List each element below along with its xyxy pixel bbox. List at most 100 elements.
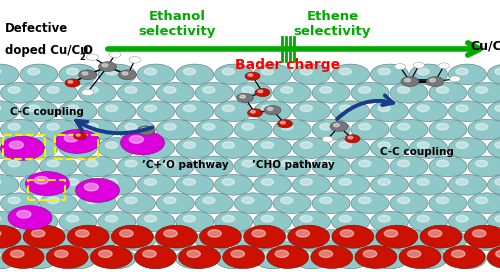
Circle shape [324, 137, 328, 139]
Circle shape [125, 160, 137, 167]
Circle shape [456, 215, 468, 222]
Circle shape [86, 197, 98, 204]
Circle shape [456, 179, 468, 185]
Circle shape [236, 93, 254, 103]
Circle shape [417, 142, 429, 149]
Circle shape [2, 246, 44, 268]
Circle shape [320, 160, 332, 167]
Circle shape [390, 193, 428, 214]
Circle shape [332, 225, 374, 248]
Circle shape [312, 193, 350, 214]
Circle shape [8, 160, 20, 167]
Circle shape [187, 250, 200, 258]
Circle shape [417, 179, 429, 185]
Circle shape [214, 101, 252, 122]
Circle shape [332, 248, 370, 269]
Circle shape [0, 82, 38, 103]
Circle shape [222, 179, 234, 185]
Circle shape [137, 211, 175, 232]
Circle shape [312, 230, 350, 250]
Circle shape [358, 86, 371, 93]
Text: Bader charge: Bader charge [235, 58, 340, 72]
Circle shape [0, 248, 19, 269]
Circle shape [378, 252, 390, 259]
Circle shape [300, 252, 312, 259]
Circle shape [296, 230, 310, 237]
Circle shape [420, 225, 462, 248]
Circle shape [144, 142, 156, 149]
Circle shape [280, 197, 293, 204]
Circle shape [59, 248, 97, 269]
Circle shape [345, 135, 360, 143]
Circle shape [358, 197, 371, 204]
Circle shape [339, 142, 351, 149]
Circle shape [429, 230, 467, 250]
Circle shape [488, 101, 500, 122]
Circle shape [156, 193, 194, 214]
Circle shape [376, 225, 418, 248]
Circle shape [59, 64, 97, 85]
Circle shape [378, 215, 390, 222]
Circle shape [332, 174, 370, 195]
Circle shape [495, 105, 500, 112]
Circle shape [436, 160, 448, 167]
Circle shape [266, 246, 308, 268]
Circle shape [0, 138, 19, 158]
Circle shape [203, 234, 215, 240]
Circle shape [254, 138, 292, 158]
Circle shape [176, 174, 214, 195]
Circle shape [351, 82, 389, 103]
Circle shape [312, 82, 350, 103]
Circle shape [222, 215, 234, 222]
Circle shape [66, 179, 78, 185]
Circle shape [495, 68, 500, 75]
Circle shape [234, 82, 272, 103]
Circle shape [384, 230, 398, 237]
Circle shape [476, 86, 488, 93]
Circle shape [429, 193, 467, 214]
Circle shape [319, 250, 332, 258]
Bar [28, 180, 65, 200]
Circle shape [426, 77, 444, 86]
Circle shape [417, 105, 429, 112]
Circle shape [76, 134, 80, 136]
Circle shape [144, 105, 156, 112]
Circle shape [242, 160, 254, 167]
Circle shape [410, 138, 448, 158]
Circle shape [370, 64, 408, 85]
Circle shape [488, 138, 500, 158]
Circle shape [214, 64, 252, 85]
Circle shape [448, 211, 486, 232]
Circle shape [90, 246, 132, 268]
Bar [55, 135, 98, 159]
Circle shape [358, 234, 371, 240]
Circle shape [390, 82, 428, 103]
Circle shape [390, 230, 428, 250]
Circle shape [195, 156, 233, 177]
Circle shape [20, 138, 58, 158]
Circle shape [0, 252, 1, 259]
Circle shape [208, 230, 222, 237]
Circle shape [495, 252, 500, 259]
Circle shape [448, 101, 486, 122]
Circle shape [164, 230, 177, 237]
Circle shape [184, 215, 196, 222]
Circle shape [443, 246, 485, 268]
Circle shape [130, 136, 143, 143]
Circle shape [8, 206, 52, 230]
Circle shape [129, 57, 141, 63]
Circle shape [98, 62, 116, 72]
Circle shape [118, 119, 156, 140]
Circle shape [255, 88, 270, 97]
Text: C-C coupling: C-C coupling [380, 147, 454, 157]
Circle shape [440, 64, 444, 66]
Circle shape [125, 234, 137, 240]
Circle shape [240, 95, 246, 98]
Circle shape [20, 174, 58, 195]
Circle shape [34, 177, 48, 184]
Circle shape [66, 252, 78, 259]
Circle shape [417, 68, 429, 75]
Circle shape [40, 82, 78, 103]
Circle shape [339, 215, 351, 222]
Circle shape [78, 193, 116, 214]
